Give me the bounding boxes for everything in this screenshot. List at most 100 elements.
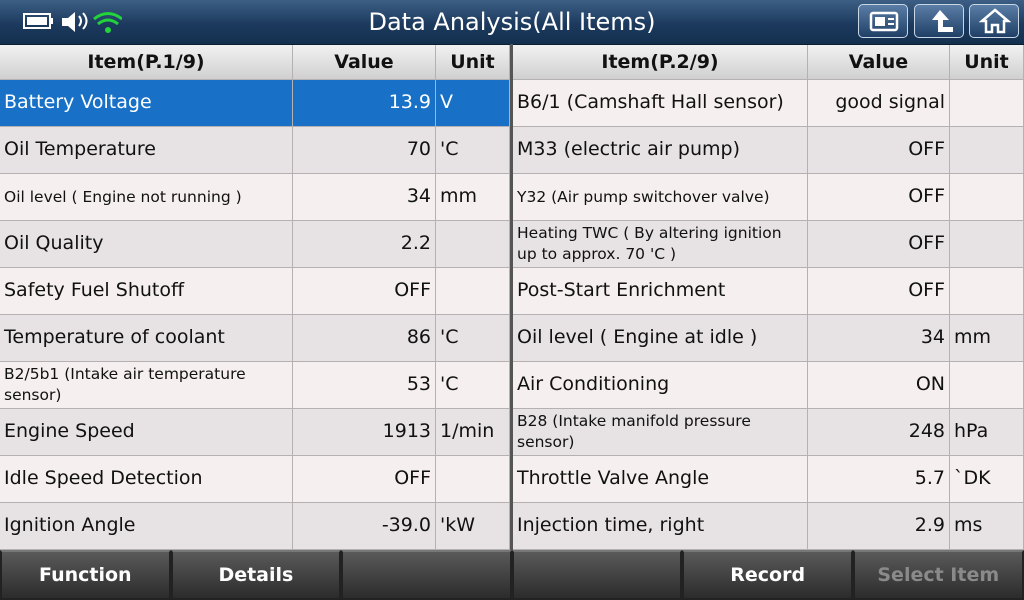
value-text: 2.9 <box>914 514 945 537</box>
value-cell: 34 <box>293 174 436 221</box>
item-cell: B28 (Intake manifold pressure sensor) <box>513 409 808 456</box>
bottom-bar: Function Details Record Select Item <box>0 550 1024 600</box>
value-text: 86 <box>406 326 431 349</box>
value-text: 248 <box>908 420 945 443</box>
table-row[interactable]: B2/5b1 (Intake air temperature sensor) 53… <box>0 362 510 409</box>
item-cell: Oil level ( Engine not running ) <box>0 174 293 221</box>
item-text: Engine Speed <box>4 420 135 443</box>
value-cell: 86 <box>293 315 436 362</box>
blank-button <box>511 550 683 600</box>
function-button[interactable]: Function <box>0 550 171 600</box>
value-cell: 2.2 <box>293 221 436 268</box>
item-cell: Battery Voltage <box>0 80 293 127</box>
unit-cell: 1/min <box>436 409 510 456</box>
item-text: Oil level ( Engine at idle ) <box>517 326 758 349</box>
unit-cell: hPa <box>950 409 1024 456</box>
value-cell: good signal <box>808 80 950 127</box>
back-button[interactable] <box>914 4 964 38</box>
table-row[interactable]: Oil Quality 2.2 <box>0 221 510 268</box>
item-cell: B2/5b1 (Intake air temperature sensor) <box>0 362 293 409</box>
value-cell: OFF <box>808 221 950 268</box>
value-cell: 13.9 <box>293 80 436 127</box>
item-text: Heating TWC ( By altering ignition up to… <box>517 224 782 263</box>
select-item-button: Select Item <box>852 550 1024 600</box>
unit-cell <box>950 127 1024 174</box>
home-button[interactable] <box>969 4 1019 38</box>
table-row[interactable]: Y32 (Air pump switchover valve) OFF <box>513 174 1024 221</box>
item-text: Air Conditioning <box>517 373 670 396</box>
value-cell: 70 <box>293 127 436 174</box>
table-row[interactable]: Oil Temperature 70 'C <box>0 127 510 174</box>
table-row[interactable]: B28 (Intake manifold pressure sensor) 248… <box>513 409 1024 456</box>
value-text: OFF <box>394 467 431 490</box>
unit-text: 'C <box>440 373 459 396</box>
item-cell: Air Conditioning <box>513 362 808 409</box>
value-text: good signal <box>835 91 945 114</box>
table-row[interactable]: Battery Voltage 13.9 V <box>0 80 510 127</box>
table-row[interactable]: Air Conditioning ON <box>513 362 1024 409</box>
value-text: OFF <box>908 279 945 302</box>
table-row[interactable]: Injection time, right 2.9 ms <box>513 503 1024 550</box>
unit-cell: mm <box>950 315 1024 362</box>
unit-cell: ms <box>950 503 1024 550</box>
item-cell: Oil Temperature <box>0 127 293 174</box>
item-text: Oil Quality <box>4 232 104 255</box>
unit-cell: mm <box>436 174 510 221</box>
unit-cell <box>950 174 1024 221</box>
item-cell: Ignition Angle <box>0 503 293 550</box>
record-button[interactable]: Record <box>682 550 853 600</box>
unit-cell: 'kW <box>436 503 510 550</box>
title-bar: Data Analysis(All Items) <box>0 0 1024 45</box>
value-cell: 53 <box>293 362 436 409</box>
unit-text: `DK <box>954 467 991 490</box>
table-row[interactable]: Throttle Valve Angle 5.7 `DK <box>513 456 1024 503</box>
value-text: OFF <box>908 232 945 255</box>
value-cell: 248 <box>808 409 950 456</box>
value-text: ON <box>915 373 945 396</box>
value-text: 53 <box>406 373 431 396</box>
table-row[interactable]: B6/1 (Camshaft Hall sensor) good signal <box>513 80 1024 127</box>
item-text: B28 (Intake manifold pressure sensor) <box>517 412 751 451</box>
value-text: 2.2 <box>400 232 431 255</box>
unit-cell <box>950 80 1024 127</box>
unit-cell <box>436 456 510 503</box>
table-row[interactable]: Post-Start Enrichment OFF <box>513 268 1024 315</box>
unit-text: ms <box>954 514 983 537</box>
item-cell: Temperature of coolant <box>0 315 293 362</box>
status-icons <box>23 12 122 33</box>
table-row[interactable]: Heating TWC ( By altering ignition up to… <box>513 221 1024 268</box>
unit-cell <box>950 362 1024 409</box>
table-header: Item(P.2/9) Value Unit <box>513 45 1024 80</box>
table-row[interactable]: Idle Speed Detection OFF <box>0 456 510 503</box>
unit-text: 1/min <box>440 420 495 443</box>
table-row[interactable]: Temperature of coolant 86 'C <box>0 315 510 362</box>
value-cell: -39.0 <box>293 503 436 550</box>
unit-cell: `DK <box>950 456 1024 503</box>
table-row[interactable]: Oil level ( Engine at idle ) 34 mm <box>513 315 1024 362</box>
value-text: -39.0 <box>381 514 431 537</box>
unit-cell: 'C <box>436 362 510 409</box>
value-cell: OFF <box>808 127 950 174</box>
unit-text: 'C <box>440 138 459 161</box>
column-header: Item(P.2/9) <box>513 45 808 80</box>
table-row[interactable]: Safety Fuel Shutoff OFF <box>0 268 510 315</box>
value-text: OFF <box>908 185 945 208</box>
item-text: Battery Voltage <box>4 91 152 114</box>
value-cell: OFF <box>808 174 950 221</box>
table-row[interactable]: Engine Speed 1913 1/min <box>0 409 510 456</box>
table-row[interactable]: Oil level ( Engine not running ) 34 mm <box>0 174 510 221</box>
table-row[interactable]: Ignition Angle -39.0 'kW <box>0 503 510 550</box>
item-cell: Oil Quality <box>0 221 293 268</box>
value-text: 1913 <box>382 420 431 443</box>
report-button[interactable] <box>858 4 908 38</box>
unit-text: 'kW <box>440 514 476 537</box>
value-cell: OFF <box>293 268 436 315</box>
item-text: B2/5b1 (Intake air temperature sensor) <box>4 365 246 404</box>
item-cell: M33 (electric air pump) <box>513 127 808 174</box>
value-cell: 1913 <box>293 409 436 456</box>
item-text: M33 (electric air pump) <box>517 138 741 161</box>
table-row[interactable]: M33 (electric air pump) OFF <box>513 127 1024 174</box>
details-button[interactable]: Details <box>170 550 342 600</box>
value-text: 34 <box>406 185 431 208</box>
item-cell: Y32 (Air pump switchover valve) <box>513 174 808 221</box>
